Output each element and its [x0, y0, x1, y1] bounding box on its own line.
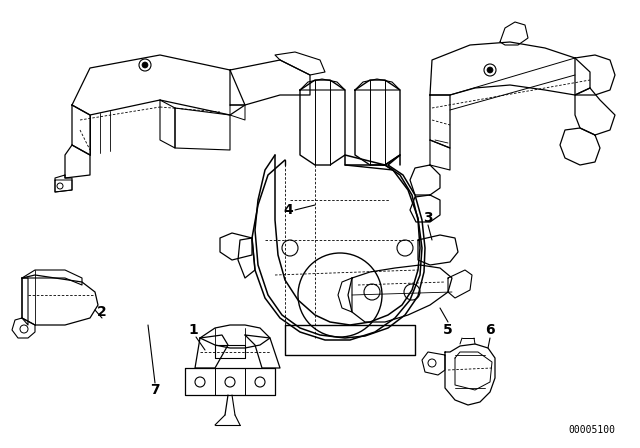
Text: 00005100: 00005100: [568, 425, 615, 435]
Text: 7: 7: [150, 383, 160, 397]
Text: 4: 4: [283, 203, 293, 217]
Circle shape: [487, 67, 493, 73]
Text: 5: 5: [443, 323, 453, 337]
Text: 3: 3: [423, 211, 433, 225]
Text: 1: 1: [188, 323, 198, 337]
Text: 6: 6: [485, 323, 495, 337]
Text: 2: 2: [97, 305, 107, 319]
Circle shape: [142, 62, 148, 68]
